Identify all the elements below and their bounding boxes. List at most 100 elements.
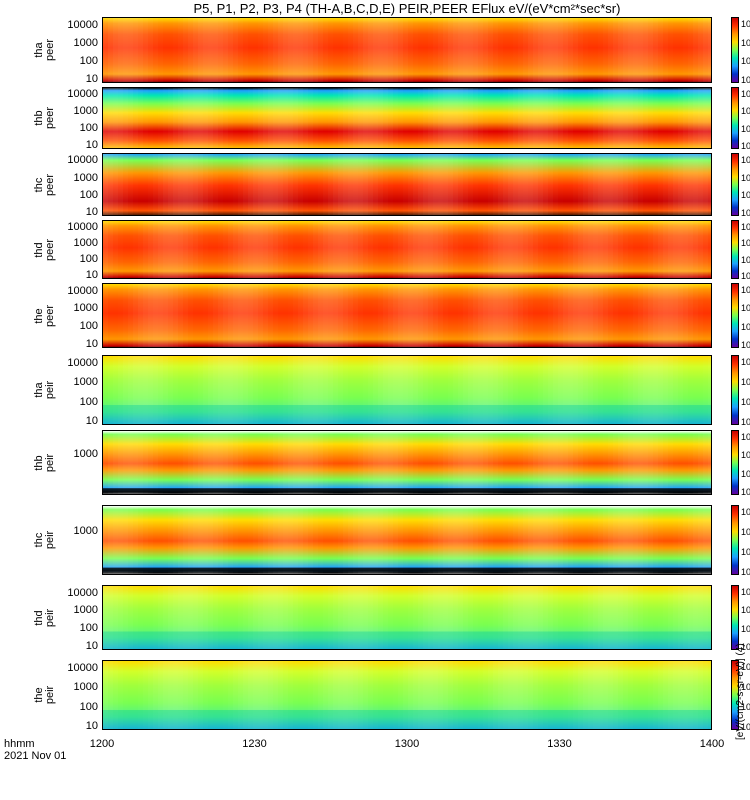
y-tick-label: 10 [85,139,98,152]
colorbar [731,153,739,216]
colorbar [731,430,739,495]
colorbar-tick-label: 10⁴ [741,702,750,712]
y-tick-label: 10 [85,640,98,653]
colorbar-tick-label: 10⁶ [741,106,750,117]
colorbar-tick-label: 10⁸ [741,155,750,165]
spectrogram-plot [102,660,712,730]
spectrogram-plot [102,283,712,348]
colorbar-tick-label: 10⁶ [741,450,750,461]
colorbar [731,87,739,149]
colorbar-tick-label: 10² [741,642,750,652]
colorbar [731,505,739,575]
y-tick-label: 10000 [67,284,98,297]
colorbar-tick-label: 10⁸ [741,587,750,597]
y-tick-label: 1000 [73,525,98,538]
colorbar-tick-label: 10⁴ [741,254,750,265]
colorbar [731,355,739,425]
colorbar-tick-label: 10⁶ [741,238,750,249]
colorbar-tick-label: 10⁸ [741,285,750,295]
colorbar-label: [eV/(cm2-s-sr-eV)] (4) [735,643,746,740]
x-tick-label: 1330 [547,738,572,750]
colorbar-tick-label: 10⁶ [741,172,750,183]
chart-title: P5, P1, P2, P3, P4 (TH-A,B,C,D,E) PEIR,P… [193,1,621,16]
spectrogram-plot [102,87,712,149]
colorbar-tick-label: 10⁸ [741,507,750,517]
y-tick-label: 100 [79,700,98,713]
colorbar-tick-label: 10⁶ [741,527,750,537]
y-tick-label: 1000 [73,105,98,118]
y-tick-label: 10000 [67,662,98,675]
colorbar-tick-label: 10⁴ [741,321,750,332]
colorbar-tick-label: 10⁸ [741,89,750,99]
spectrogram-plot [102,17,712,83]
colorbar-tick-label: 10² [741,208,750,218]
colorbar [731,220,739,279]
y-tick-label: 100 [79,188,98,201]
y-tick-label: 100 [79,395,98,408]
colorbar [731,17,739,83]
y-tick-label: 10000 [67,220,98,233]
colorbar-tick-label: 10⁴ [741,56,750,67]
y-tick-label: 10 [85,415,98,427]
colorbar-tick-label: 10² [741,340,750,350]
x-tick-label: 1230 [242,738,267,750]
y-tick-label: 100 [79,122,98,135]
y-tick-label: 10 [85,269,98,282]
y-tick-label: 100 [79,622,98,635]
y-tick-label: 10000 [67,88,98,101]
y-tick-label: 1000 [73,236,98,249]
colorbar-tick-label: 10² [741,271,750,281]
colorbar-tick-label: 10⁴ [741,623,750,634]
date-label: 2021 Nov 01 [4,750,67,762]
y-tick-label: 1000 [73,376,98,389]
x-tick-label: 1200 [89,738,115,750]
y-tick-label: 10000 [67,357,98,370]
spectrogram-plot [102,355,712,425]
colorbar-tick-label: 10⁸ [741,432,750,442]
colorbar-tick-label: 10² [741,75,750,85]
x-axis-label: hhmm [4,738,35,750]
colorbar-tick-label: 10⁶ [741,377,750,387]
colorbar-tick-label: 10⁴ [741,123,750,134]
colorbar [731,660,739,730]
colorbar-tick-label: 10⁶ [741,37,750,48]
spectrogram-plot [102,220,712,279]
colorbar-tick-label: 10⁴ [741,190,750,201]
spectrogram-plot [102,430,712,495]
colorbar-tick-label: 10⁴ [741,547,750,557]
y-tick-label: 10000 [67,18,98,31]
y-tick-label: 100 [79,55,98,67]
spectrogram-plot [102,585,712,650]
colorbar-tick-label: 10⁶ [741,605,750,616]
y-tick-label: 1000 [73,604,98,617]
colorbar-tick-label: 10⁸ [741,662,750,672]
y-tick-label: 10 [85,720,98,732]
colorbar-tick-label: 10² [741,722,750,732]
colorbar-tick-label: 10⁴ [741,468,750,479]
colorbar-tick-label: 10⁸ [741,19,750,29]
x-tick-label: 1400 [699,738,725,750]
x-tick-label: 1300 [394,738,420,750]
y-tick-label: 10 [85,73,98,86]
y-tick-label: 10000 [67,586,98,599]
y-tick-label: 1000 [73,36,98,49]
colorbar [731,283,739,348]
colorbar-tick-label: 10⁶ [741,682,750,692]
colorbar-tick-label: 10⁸ [741,222,750,232]
colorbar-tick-label: 10² [741,141,750,151]
y-tick-label: 100 [79,320,98,333]
y-tick-label: 1000 [73,171,98,184]
y-tick-label: 10 [85,206,98,219]
y-tick-label: 100 [79,253,98,266]
colorbar [731,585,739,650]
spectrogram-plot [102,153,712,216]
colorbar-tick-label: 10² [741,567,750,577]
colorbar-tick-label: 10⁸ [741,357,750,367]
y-tick-label: 10 [85,338,98,351]
y-tick-label: 1000 [73,681,98,694]
spectrogram-plot [102,505,712,575]
colorbar-tick-label: 10² [741,487,750,497]
y-tick-label: 1000 [73,302,98,315]
y-tick-label: 1000 [73,448,98,461]
